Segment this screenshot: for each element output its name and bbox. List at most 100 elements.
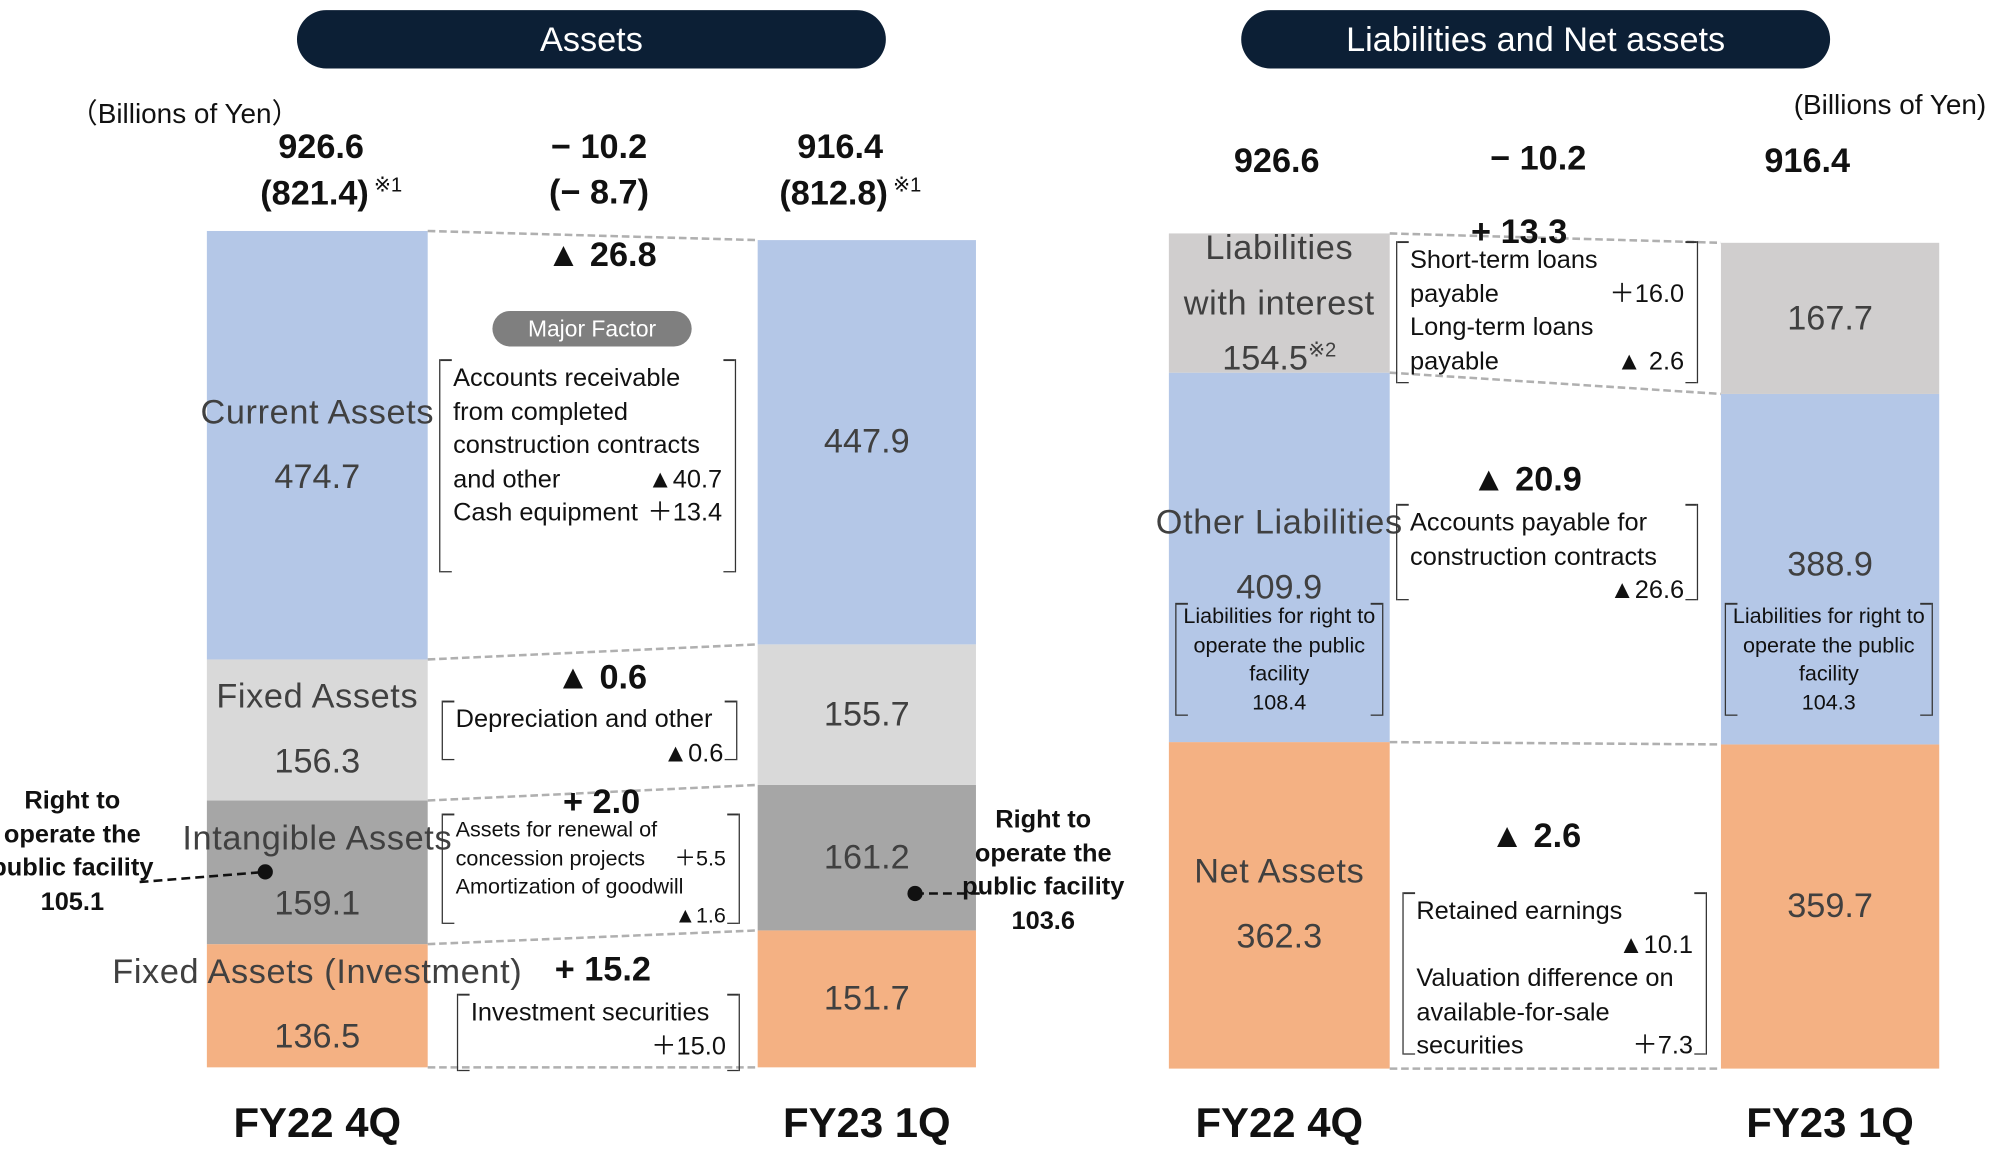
unit-label: （Billions of Yen） bbox=[69, 97, 300, 130]
factor-amount: ＋16.0 bbox=[1609, 279, 1685, 308]
total-sub-value: (812.8) bbox=[779, 173, 888, 212]
segment-value: 156.3 bbox=[274, 742, 360, 781]
segment-value-text: 474.7 bbox=[274, 457, 361, 496]
total: 926.6 bbox=[1233, 141, 1320, 180]
callout-value: 105.1 bbox=[40, 887, 105, 916]
bar-segment bbox=[757, 930, 976, 1068]
factor-amount: ▲26.6 bbox=[1609, 576, 1685, 605]
total-sub: (812.8) ※1 bbox=[779, 173, 921, 214]
series-name: Fixed Assets bbox=[216, 677, 419, 716]
factor-item: Valuation difference on available-for-sa… bbox=[1416, 962, 1693, 1063]
segment-value: 136.5 bbox=[274, 1018, 360, 1057]
inner-box-value: 104.3 bbox=[1801, 689, 1856, 714]
segment-value: 155.7 bbox=[823, 694, 910, 734]
factor-text: Cash equipment bbox=[453, 498, 638, 527]
factor-text: Accounts payable for construction contra… bbox=[1410, 508, 1657, 571]
bar-segment bbox=[757, 240, 976, 645]
total: 916.4 bbox=[797, 127, 884, 166]
connector bbox=[427, 929, 758, 946]
factor-item: Depreciation and other ▲0.6 bbox=[456, 703, 724, 770]
factor-amount: ＋13.4 bbox=[647, 498, 723, 527]
factor-item: Short-term loans payable ＋16.0 bbox=[1410, 244, 1684, 311]
segment-value: 151.7 bbox=[823, 979, 910, 1018]
factor-amount: ▲ 2.6 bbox=[1616, 347, 1685, 376]
factor-text: Investment securities bbox=[470, 998, 710, 1027]
factor-item: Long-term loans payable ▲ 2.6 bbox=[1410, 311, 1684, 378]
factor-amount: ＋15.0 bbox=[651, 1032, 726, 1061]
series-name: Fixed Assets (Investment) bbox=[112, 953, 523, 992]
callout-text: Right to operate the public facility bbox=[962, 805, 1125, 902]
callout: Right to operate the public facility 103.… bbox=[961, 803, 1126, 938]
series-name: Intangible Assets bbox=[182, 819, 453, 858]
connector bbox=[427, 643, 758, 661]
total-sub-value: (821.4) bbox=[260, 173, 369, 212]
factor-text: Retained earnings bbox=[1416, 897, 1623, 926]
total-sub-note: ※1 bbox=[373, 175, 403, 197]
factor-box: Accounts receivable from completed const… bbox=[439, 359, 737, 573]
segment-value: 167.7 bbox=[1787, 298, 1873, 337]
factor-box: Accounts payable for construction contra… bbox=[1396, 503, 1699, 604]
factor-text: Assets for renewal of concession project… bbox=[455, 817, 658, 870]
callout-text: Right to operate the public facility bbox=[0, 786, 154, 883]
bar-segment bbox=[206, 944, 428, 1068]
factor-item: Cash equipment ＋13.4 bbox=[453, 496, 722, 530]
bar-segment bbox=[757, 644, 976, 785]
inner-box-text: Liabilities for right to operate the pub… bbox=[1183, 604, 1376, 686]
factor-box: Assets for renewal of concession project… bbox=[441, 813, 740, 927]
factor-amount: ▲10.1 bbox=[1618, 930, 1694, 959]
segment-value: 359.7 bbox=[1787, 886, 1873, 925]
factor-text: Depreciation and other bbox=[455, 705, 713, 734]
panel-title: Assets bbox=[296, 10, 886, 69]
factor-text: Valuation difference on available-for-sa… bbox=[1416, 964, 1674, 1060]
segment-value: 409.9 bbox=[1236, 568, 1322, 607]
inner-box-text: Liabilities for right to operate the pub… bbox=[1732, 604, 1925, 686]
total: 926.6 bbox=[278, 127, 364, 166]
factor-item: Investment securities ＋15.0 bbox=[471, 996, 726, 1063]
segment-value: 447.9 bbox=[823, 422, 910, 461]
factor-box: Investment securities ＋15.0 bbox=[456, 993, 740, 1072]
factor-box: Short-term loans payable ＋16.0 Long-term l… bbox=[1396, 241, 1699, 384]
total: 916.4 bbox=[1764, 141, 1851, 180]
factor-item: Amortization of goodwill ▲1.6 bbox=[456, 873, 726, 930]
bar-segment bbox=[1720, 744, 1940, 1069]
bar-segment bbox=[1720, 242, 1940, 394]
callout: Right to operate the public facility 105.… bbox=[0, 784, 155, 919]
inner-box-value: 108.4 bbox=[1252, 689, 1307, 714]
series-name: Liabilities with interest bbox=[1183, 228, 1375, 323]
factor-text: Amortization of goodwill bbox=[455, 874, 684, 899]
category-label: FY22 4Q bbox=[1195, 1099, 1364, 1147]
segment-change: ▲ 0.6 bbox=[556, 658, 648, 697]
segment-value-text: 156.3 bbox=[274, 742, 361, 781]
connector bbox=[427, 229, 758, 242]
factor-amount: ＋5.5 bbox=[674, 845, 726, 870]
category-label: FY23 1Q bbox=[1746, 1099, 1914, 1147]
segment-change: ▲ 26.8 bbox=[546, 235, 657, 274]
category-label: FY22 4Q bbox=[233, 1099, 402, 1147]
segment-change: + 2.0 bbox=[562, 782, 641, 821]
segment-change: ▲ 20.9 bbox=[1471, 460, 1582, 499]
callout-line bbox=[139, 870, 266, 884]
connector bbox=[1389, 740, 1721, 746]
series-name: Other Liabilities bbox=[1155, 503, 1403, 542]
factor-text: Short-term loans payable bbox=[1410, 246, 1598, 308]
segment-value-text: 159.1 bbox=[274, 884, 361, 923]
bar-segment bbox=[206, 800, 428, 945]
segment-value-text: 409.9 bbox=[1236, 568, 1323, 607]
segment-value-text: 136.5 bbox=[274, 1017, 361, 1056]
connector bbox=[1389, 371, 1722, 396]
segment-change: + 15.2 bbox=[554, 949, 651, 989]
segment-note: ※2 bbox=[1308, 339, 1337, 362]
segment-value-text: 154.5 bbox=[1222, 338, 1309, 377]
series-name: Net Assets bbox=[1194, 852, 1365, 891]
factor-box: Retained earnings ▲10.1 Valuation differen… bbox=[1402, 892, 1707, 1060]
callout-dot bbox=[907, 885, 923, 902]
segment-value: 388.9 bbox=[1787, 545, 1873, 584]
segment-change: ▲ 2.6 bbox=[1490, 816, 1582, 855]
segment-value: 159.1 bbox=[274, 884, 360, 923]
total-change: − 10.2 bbox=[550, 127, 648, 166]
factor-amount: ▲0.6 bbox=[662, 739, 724, 768]
segment-value: 362.3 bbox=[1236, 917, 1322, 956]
callout-value: 103.6 bbox=[1011, 906, 1075, 935]
total-sub-note: ※1 bbox=[892, 175, 922, 197]
